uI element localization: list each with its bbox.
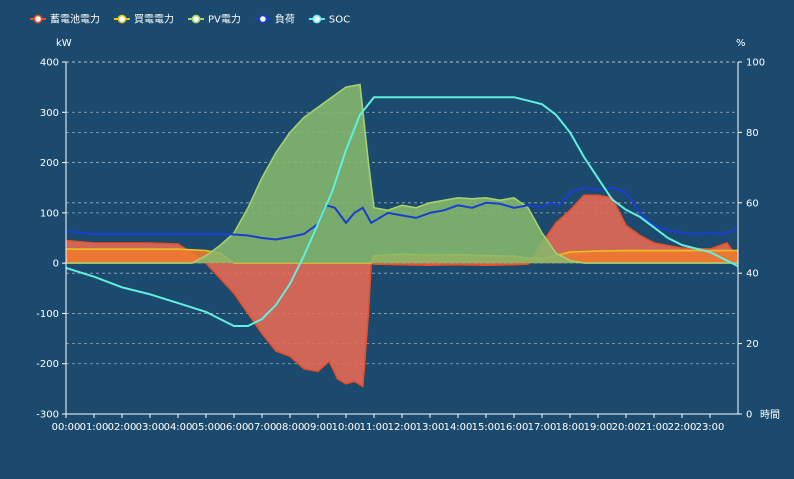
legend-swatch-marker [258,14,268,24]
x-tick-label: 08:00 [276,422,305,433]
y-right-tick-label: 20 [746,339,759,350]
y-left-tick-label: -200 [36,359,59,370]
legend-label: PV電力 [208,13,241,26]
area-series [65,83,739,388]
x-tick-label: 23:00 [696,422,725,433]
y-left-tick-label: 200 [40,158,59,169]
y-right-tick-label: 0 [746,410,752,421]
legend-swatch-marker [117,14,127,24]
y-right-tick-label: 100 [746,58,765,69]
x-tick-label: 05:00 [192,422,221,433]
x-tick-label: 09:00 [304,422,333,433]
x-tick-label: 10:00 [332,422,361,433]
x-tick-label: 03:00 [136,422,165,433]
x-axis-unit: 時間 [760,409,780,421]
y-left-tick-label: 300 [40,108,59,119]
x-tick-label: 11:00 [360,422,389,433]
x-tick-label: 21:00 [640,422,669,433]
x-tick-label: 19:00 [584,422,613,433]
line-4 [65,96,739,327]
legend-label: 買電電力 [134,13,174,26]
legend-label: 負荷 [275,14,295,26]
legend-swatch-marker [33,14,43,24]
area-0-fill [66,195,738,387]
x-tick-label: 14:00 [444,422,473,433]
x-tick-label: 17:00 [528,422,557,433]
legend-label: 蓄電池電力 [50,13,100,26]
legend-item[interactable]: 負荷 [254,14,295,26]
y-right-tick-label: 40 [746,269,759,280]
legend-item[interactable]: 蓄電池電力 [30,13,100,26]
y-left-unit: kW [56,38,72,49]
line-series [65,96,739,327]
legend-swatch-marker [312,14,322,24]
x-tick-label: 13:00 [416,422,445,433]
x-tick-label: 02:00 [108,422,137,433]
legend-swatch-marker [191,14,201,24]
x-tick-label: 16:00 [500,422,529,433]
y-left-tick-label: 100 [40,208,59,219]
legend-item[interactable]: SOC [308,14,350,26]
x-tick-label: 20:00 [612,422,641,433]
legend-label: SOC [329,15,350,26]
legend-item[interactable]: PV電力 [188,13,241,26]
x-tick-label: 12:00 [388,422,417,433]
area-0-line [65,194,739,388]
x-tick-label: 07:00 [248,422,277,433]
y-left-tick-label: 400 [40,58,59,69]
y-right-tick-label: 80 [746,128,759,139]
x-tick-label: 15:00 [472,422,501,433]
y-left-tick-label: -300 [36,410,59,421]
legend[interactable]: 蓄電池電力 買電電力 PV電力 負荷 SOC [30,13,350,26]
x-tick-label: 18:00 [556,422,585,433]
y-left-tick-label: 0 [53,259,59,270]
x-tick-label: 06:00 [220,422,249,433]
legend-item[interactable]: 買電電力 [114,13,174,26]
x-tick-label: 04:00 [164,422,193,433]
x-tick-label: 22:00 [668,422,697,433]
area-2-fill [66,84,738,264]
axes: 4003002001000-100-200-30010080604020000:… [36,58,765,434]
y-right-tick-label: 60 [746,198,759,209]
y-left-tick-label: -100 [36,309,59,320]
x-tick-label: 00:00 [52,422,81,433]
y-right-unit: % [736,38,746,49]
line-3 [65,186,739,241]
x-tick-label: 01:00 [80,422,109,433]
